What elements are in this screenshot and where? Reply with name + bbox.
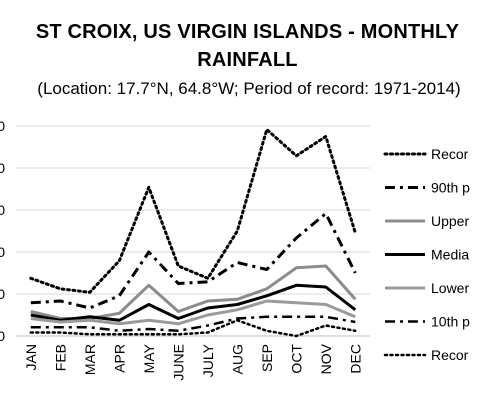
x-tick-label: NOV [318,343,334,374]
x-tick-label: APR [111,344,127,373]
y-tick-label: 0 [0,118,5,134]
legend-label: Recor [431,347,469,363]
y-tick-label: 0 [0,160,5,176]
x-tick-label: JULY [200,343,216,377]
y-axis-ticks: 0 0 0 0 0 0 [0,118,5,344]
x-tick-label: JAN [23,344,39,370]
x-tick-label: DEC [347,344,363,374]
series-line [29,128,357,294]
series-lines [29,128,357,338]
x-axis-ticks: JAN FEB MAR APR MAY JUNE JULY AUG SEP OCT NOV DEC [23,343,364,380]
x-tick-label: SEP [259,344,275,372]
legend-label: 90th p [431,180,470,196]
chart-title: ST CROIX, US VIRGIN ISLANDS - MONTHLY RA… [35,21,460,71]
y-tick-label: 0 [0,328,5,344]
series-line [30,315,356,333]
legend: Recor 90th p Upper Media Lower 10th p Recor [383,146,470,363]
series-line [29,319,357,338]
legend-label: Media [431,247,469,263]
x-tick-label: OCT [288,344,304,374]
series-line [30,212,357,310]
legend-label: 10th p [431,314,470,330]
x-tick-label: MAR [82,344,98,375]
legend-label: Lower [431,280,469,296]
series-line [30,299,356,326]
y-tick-label: 0 [0,244,5,260]
y-tick-label: 0 [0,286,5,302]
x-tick-label: MAY [141,343,157,373]
x-tick-label: AUG [229,344,245,374]
x-tick-label: FEB [52,344,68,371]
legend-label: Recor [431,146,469,162]
chart-subtitle: (Location: 17.7°N, 64.8°W; Period of rec… [37,79,461,98]
y-tick-label: 0 [0,202,5,218]
series-line [30,283,357,322]
legend-label: Upper [431,213,469,229]
gridlines [16,125,370,337]
x-tick-label: JUNE [170,344,186,381]
